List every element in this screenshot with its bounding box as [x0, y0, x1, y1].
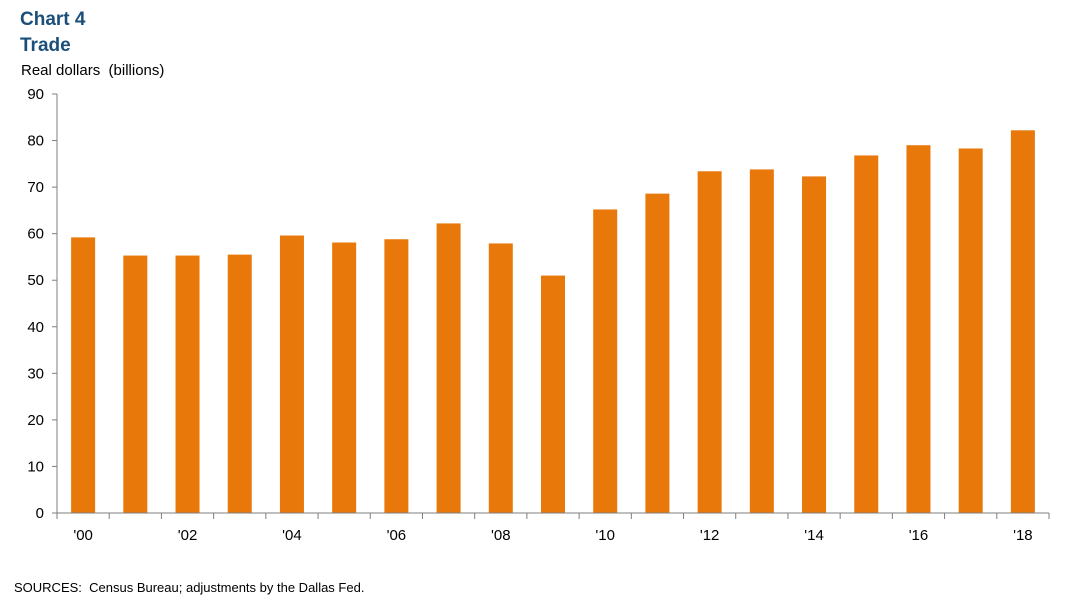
bar-14: [802, 176, 827, 513]
bar-09: [541, 275, 565, 513]
bar-07: [436, 223, 461, 514]
y-tick-label: 50: [27, 272, 44, 289]
y-tick-label: 10: [27, 458, 44, 475]
bar-11: [645, 193, 670, 513]
bar-12: [697, 171, 722, 513]
x-tick-label: '16: [909, 527, 929, 544]
bar-10: [593, 209, 618, 513]
y-tick-label: 40: [27, 319, 44, 336]
bar-02: [175, 255, 200, 514]
bar-17: [958, 148, 983, 513]
y-tick-label: 70: [27, 179, 44, 196]
x-tick-label: '04: [282, 527, 302, 544]
y-tick-label: 80: [27, 133, 44, 150]
x-tick-label: '08: [491, 527, 511, 544]
bar-18: [1010, 130, 1035, 513]
x-tick-label: '00: [73, 527, 93, 544]
x-tick-label: '02: [178, 527, 198, 544]
bar-05: [332, 242, 357, 513]
y-tick-label: 0: [36, 505, 44, 522]
x-tick-label: '18: [1013, 527, 1033, 544]
chart-number: Chart 4: [20, 9, 86, 30]
bar-15: [854, 155, 879, 513]
x-tick-label: '10: [595, 527, 615, 544]
y-axis-label: Real dollars (billions): [21, 62, 165, 79]
y-tick-label: 90: [27, 86, 44, 103]
x-axis-ticks: '00 '02 '04 '06 '08 '10 '12 '14 '16 '18: [56, 513, 1050, 544]
x-tick-label: '14: [804, 527, 824, 544]
y-tick-label: 20: [27, 412, 44, 429]
bar-08: [488, 243, 513, 513]
bar-06: [384, 239, 409, 513]
source-note: SOURCES: Census Bureau; adjustments by t…: [14, 580, 365, 595]
bar-16: [906, 145, 931, 513]
y-tick-label: 60: [27, 226, 44, 243]
bar-03: [227, 254, 252, 513]
bar-00: [71, 237, 96, 513]
y-axis-ticks: 0 10 20 30 40 50 60 70 80 90: [27, 86, 57, 522]
y-tick-label: 30: [27, 365, 44, 382]
chart-title: Trade: [20, 35, 71, 56]
x-tick-label: '12: [700, 527, 720, 544]
bar-04: [279, 235, 304, 513]
x-tick-label: '06: [387, 527, 407, 544]
bars-group: [71, 130, 1035, 514]
bar-13: [749, 169, 774, 514]
bar-01: [123, 255, 148, 514]
